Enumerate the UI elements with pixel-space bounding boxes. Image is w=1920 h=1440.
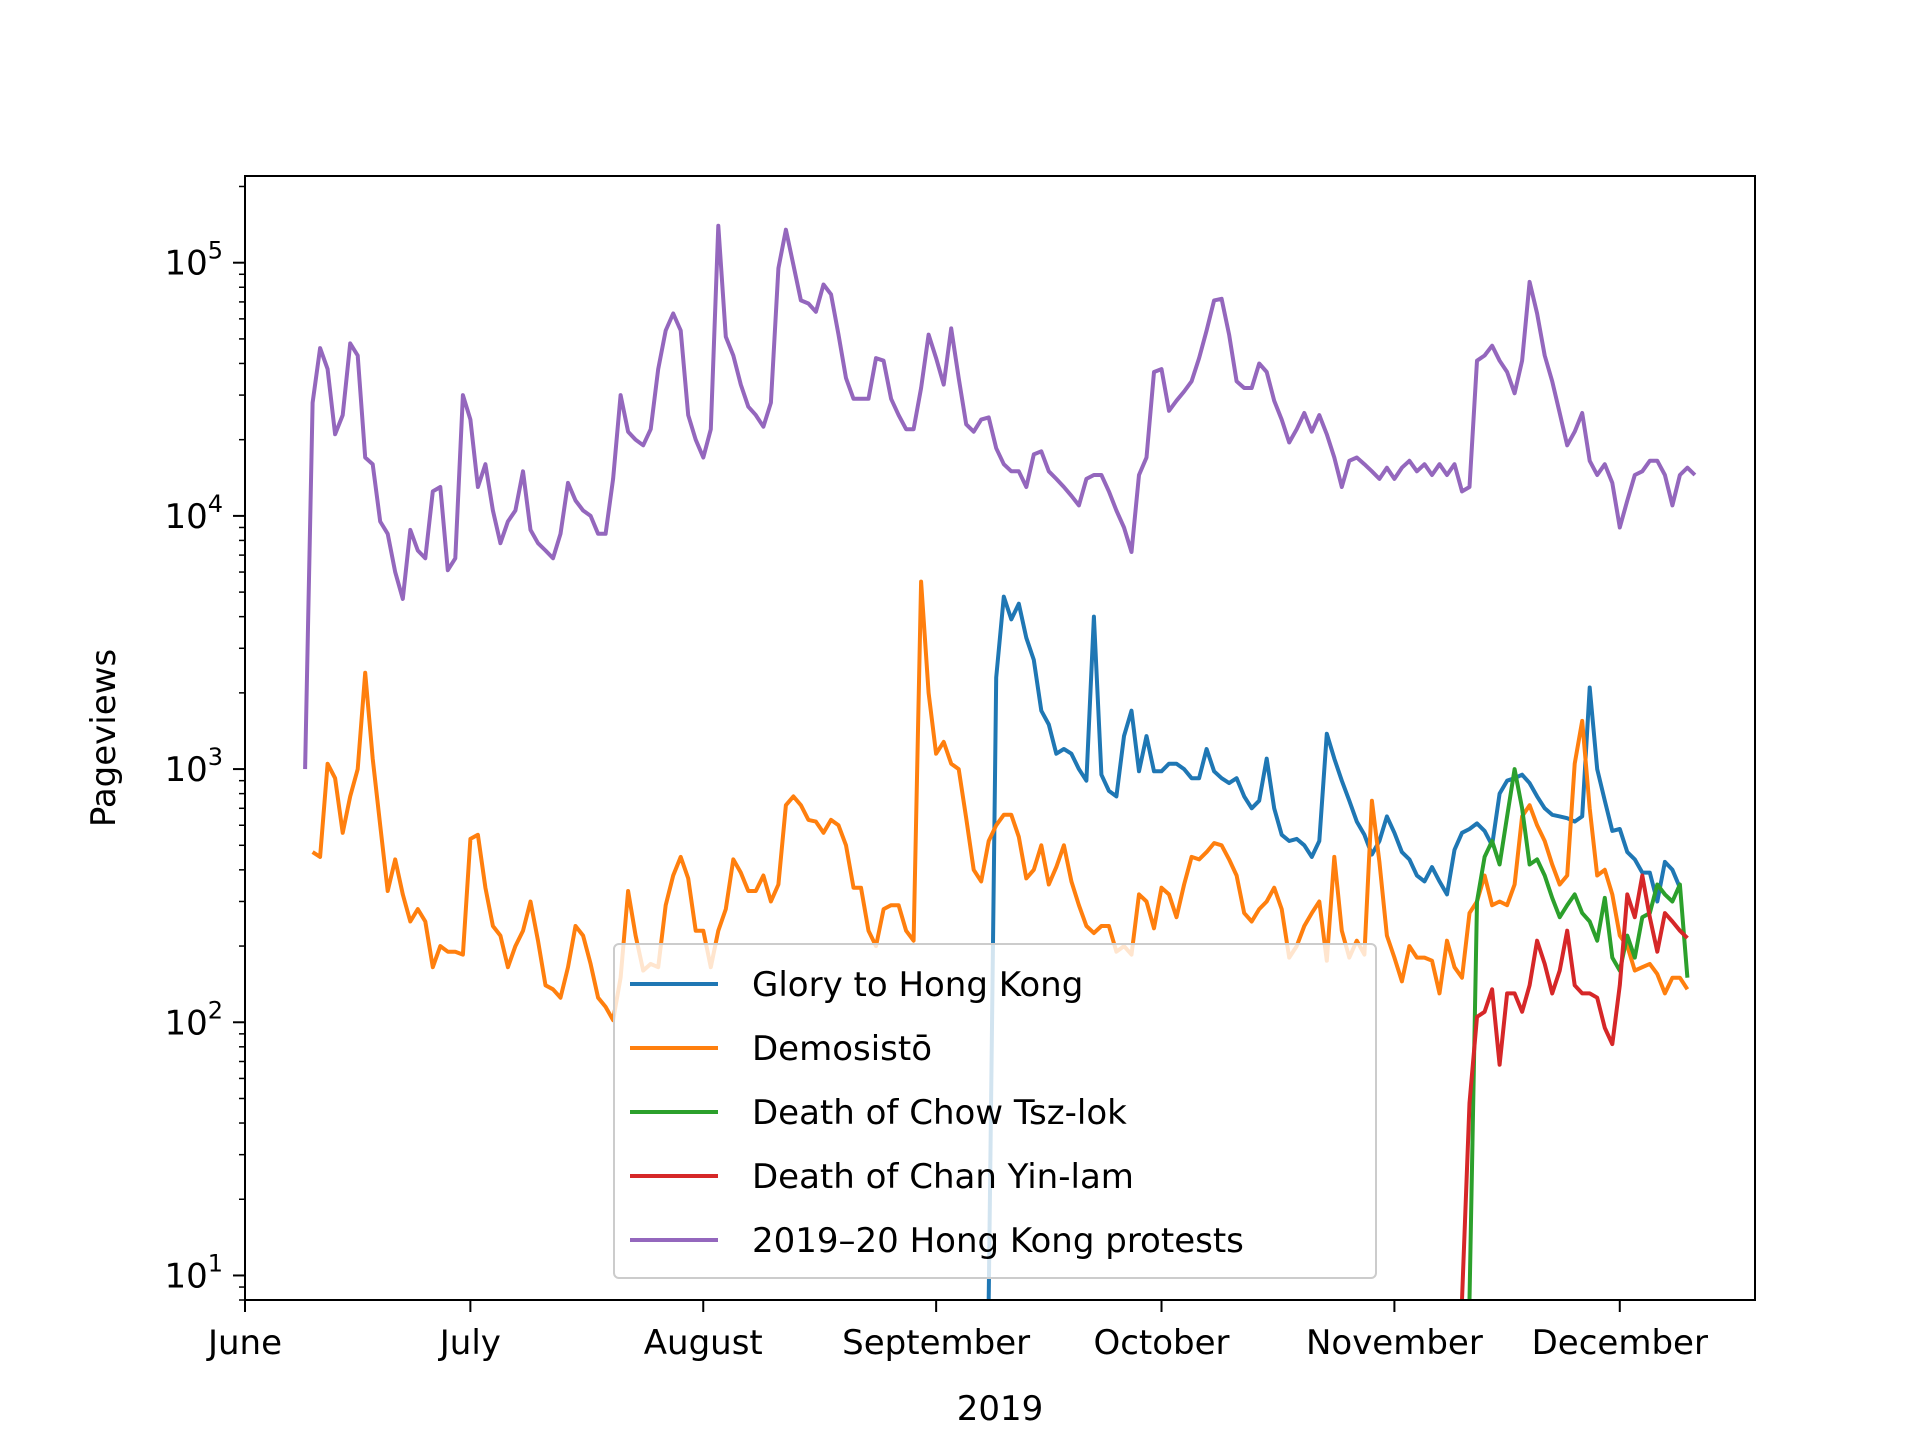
x-tick-label-1: June [206, 1323, 282, 1363]
y-tick-label-2: 102 [164, 996, 223, 1043]
series-line-5 [303, 223, 1697, 770]
legend-box [613, 943, 1377, 1279]
legend-label-4: Death of Chan Yin-lam [752, 1157, 1134, 1197]
series-line-2 [311, 579, 1690, 1023]
series-layer [303, 223, 1697, 1300]
series-line-1 [986, 594, 1682, 1300]
x-tick-label-3: August [644, 1323, 763, 1363]
x-tick-label-4: September [842, 1323, 1030, 1363]
y-tick-label-1: 101 [164, 1249, 223, 1296]
x-tick-label-6: November [1306, 1323, 1483, 1363]
y-tick-label-5: 105 [164, 237, 223, 284]
legend-label-5: 2019–20 Hong Kong protests [752, 1221, 1244, 1261]
x-tick-label-2: July [438, 1323, 501, 1363]
legend-label-2: Demosistō [752, 1029, 932, 1069]
x-axis-label: 2019 [957, 1389, 1044, 1429]
x-tick-label-7: December [1532, 1323, 1708, 1363]
y-axis: 101 102 103 104 105 [164, 185, 245, 1301]
series-line-3 [1467, 767, 1690, 1300]
series-line-4 [1460, 873, 1689, 1300]
legend: Glory to Hong Kong Demosistō Death of Chow… [613, 943, 1377, 1279]
legend-label-1: Glory to Hong Kong [752, 965, 1083, 1005]
y-tick-label-3: 103 [164, 743, 223, 790]
x-tick-label-5: October [1093, 1323, 1229, 1363]
plot-area [244, 175, 1756, 1301]
plot-frame [244, 175, 1756, 1301]
y-axis-label: Pageviews [84, 649, 124, 827]
y-tick-label-4: 104 [164, 490, 223, 537]
legend-label-3: Death of Chow Tsz-lok [752, 1093, 1127, 1133]
x-axis: June July August September October November De… [206, 1300, 1708, 1363]
